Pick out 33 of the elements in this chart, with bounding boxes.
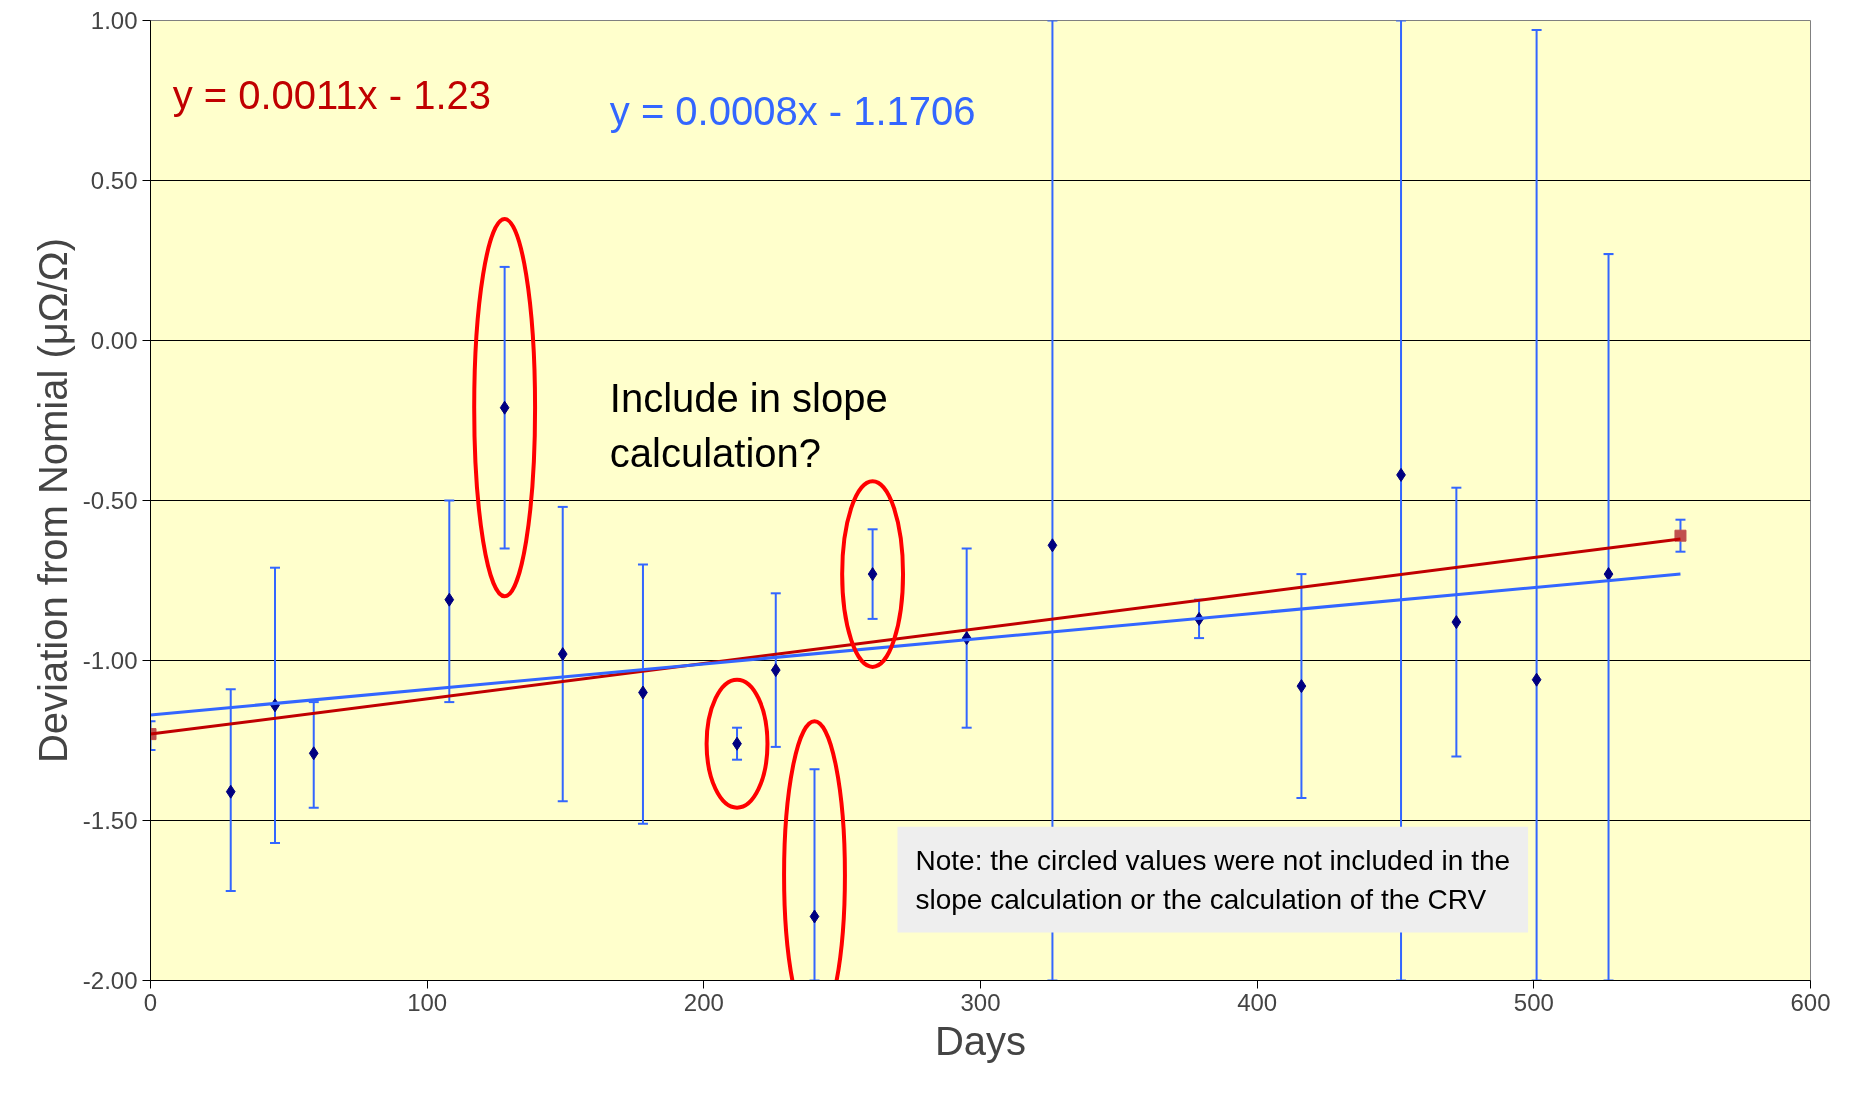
point [770,663,781,678]
point [867,567,878,582]
x-tick-label: 200 [683,988,724,1016]
point [499,400,510,415]
point [308,746,319,761]
x-tick-label: 500 [1513,988,1554,1016]
point [809,909,820,924]
annotation: y = 0.0011x - 1.23 [172,72,491,117]
x-tick-label: 300 [960,988,1001,1016]
y-tick-label: -0.50 [82,487,138,514]
x-tick-label: 600 [1790,988,1831,1016]
point [1451,615,1462,630]
y-tick-label: -2.00 [82,967,138,994]
point [225,784,236,799]
point [557,647,568,662]
point [1603,567,1614,582]
annotation: Note: the circled values were not included in the slope calculation or the calculation of the CRV [915,844,1511,915]
y-axis-title: Deviation from Nomial (μΩ/Ω) [30,237,75,764]
y-tick-label: 1.00 [90,7,138,34]
x-tick-label: 0 [143,988,158,1016]
y-tick-label: 0.00 [90,327,138,354]
point [1047,538,1058,553]
y-tick-label: -1.00 [82,647,138,674]
point [1296,679,1307,694]
x-tick-label: 100 [407,988,448,1016]
point [444,592,455,607]
y-tick-label: -1.50 [82,807,138,834]
annotation: y = 0.0008x - 1.1706 [609,88,976,133]
x-tick-label: 400 [1237,988,1278,1016]
point [1531,672,1542,687]
y-tick-label: 0.50 [90,167,138,194]
annotation: Include in slope calculation? [609,375,888,475]
x-axis-title: Days [934,1018,1027,1063]
